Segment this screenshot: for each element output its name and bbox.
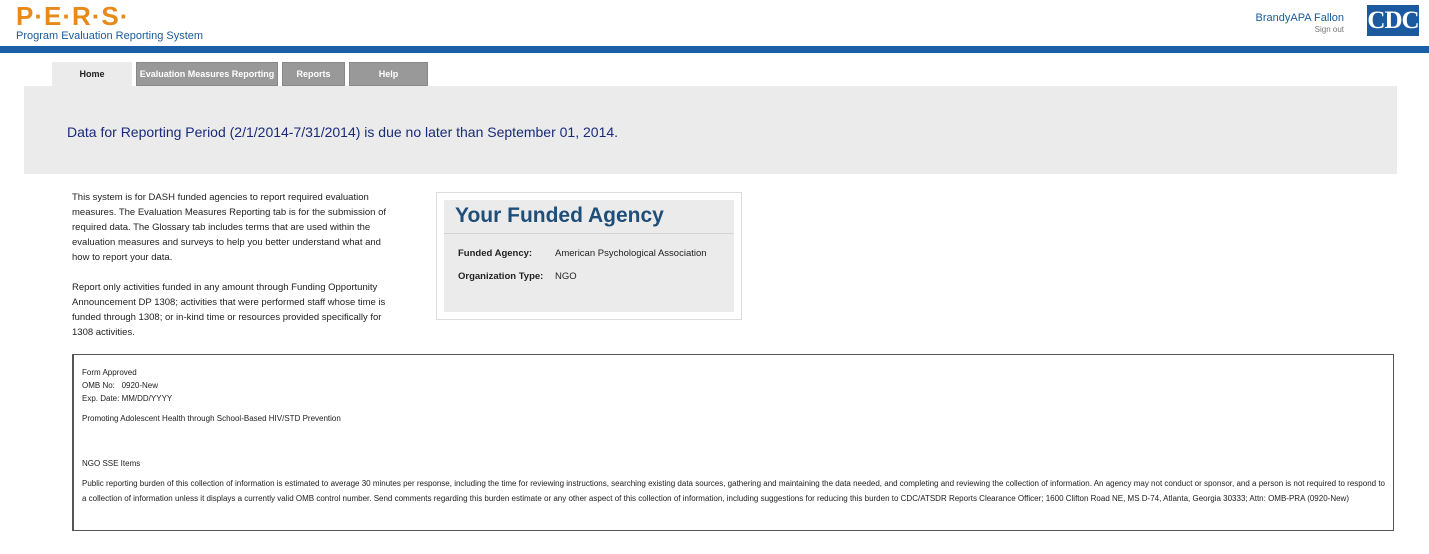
intro-text: This system is for DASH funded agencies …	[72, 190, 387, 355]
omb-notice: Form Approved OMB No: 0920-New Exp. Date…	[72, 354, 1394, 531]
logo-mark: P·E·R·S·	[16, 1, 130, 31]
funded-agency-label: Funded Agency:	[458, 248, 533, 259]
sign-out-link[interactable]: Sign out	[1314, 25, 1344, 34]
omb-number: OMB No: 0920-New	[82, 381, 159, 390]
tab-help[interactable]: Help	[349, 62, 428, 86]
pers-logo[interactable]: P·E·R·S· Program Evaluation Reporting Sy…	[16, 3, 203, 42]
announcement-banner: Data for Reporting Period (2/1/2014-7/31…	[24, 86, 1397, 174]
user-name: BrandyAPA Fallon	[1255, 12, 1344, 24]
agency-title: Your Funded Agency	[444, 200, 734, 234]
user-panel: BrandyAPA Fallon Sign out	[1256, 12, 1344, 34]
cdc-logo: CDC	[1367, 5, 1420, 36]
burden-statement: Public reporting burden of this collecti…	[82, 479, 1385, 503]
tab-evaluation-measures-reporting[interactable]: Evaluation Measures Reporting	[136, 62, 278, 86]
funded-agency-panel: Your Funded Agency Funded Agency: America…	[436, 192, 742, 320]
program-name: Promoting Adolescent Health through Scho…	[82, 414, 341, 423]
items-heading: NGO SSE Items	[82, 459, 141, 468]
tab-reports[interactable]: Reports	[282, 62, 345, 86]
intro-paragraph: Report only activities funded in any amo…	[72, 282, 386, 338]
main-nav: Home Evaluation Measures Reporting Repor…	[52, 62, 428, 86]
logo-subtitle: Program Evaluation Reporting System	[16, 30, 204, 42]
expiration-date: Exp. Date: MM/DD/YYYY	[82, 394, 173, 403]
header-divider	[0, 46, 1429, 53]
organization-type-label: Organization Type:	[458, 271, 544, 282]
funded-agency-value: American Psychological Association	[555, 248, 707, 259]
organization-type-value: NGO	[555, 271, 577, 282]
tab-home[interactable]: Home	[52, 62, 132, 86]
intro-paragraph: This system is for DASH funded agencies …	[72, 192, 387, 263]
form-approved: Form Approved	[82, 368, 137, 377]
due-date-message: Data for Reporting Period (2/1/2014-7/31…	[67, 124, 619, 140]
